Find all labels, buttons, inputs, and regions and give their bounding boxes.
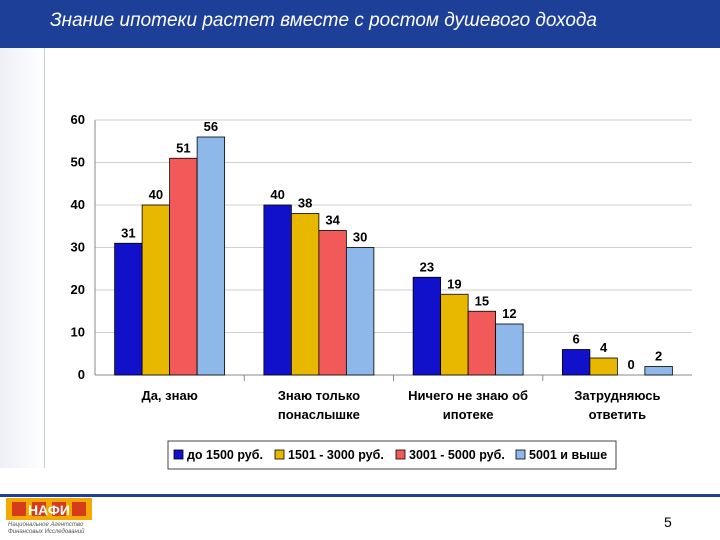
bar [467,310,497,376]
slide-title: Знание ипотеки растет вместе с ростом ду… [50,10,597,31]
data-label: 38 [298,196,312,211]
data-label: 15 [475,293,489,308]
title-bar [0,0,720,48]
legend-label: 5001 и выше [529,448,607,462]
data-label: 56 [204,119,218,134]
data-label: 31 [121,225,135,240]
data-label: 34 [325,213,340,228]
bar [169,157,198,376]
y-tick-label: 20 [71,282,85,297]
data-label: 4 [600,340,608,355]
bar [644,366,673,376]
x-tick-label: Да, знаю [141,388,197,403]
bar [263,204,292,376]
y-tick-label: 30 [71,240,85,255]
logo-text: НАФИ [28,502,70,518]
y-tick-label: 40 [71,197,85,212]
data-label: 12 [502,306,516,321]
x-tick-label: Знаю только [278,388,360,403]
y-tick-label: 50 [71,155,85,170]
bar [141,204,171,376]
bar [196,136,226,376]
legend-swatch [515,449,526,460]
legend-label: 3001 - 5000 руб. [409,448,505,462]
bar [114,242,143,376]
x-tick-label: Затрудняюсь [574,388,660,403]
x-tick-label: ответить [589,407,647,422]
y-tick-label: 60 [71,112,85,127]
data-label: 30 [353,230,367,245]
bar [440,293,469,376]
bar [561,349,591,376]
bar [345,247,375,376]
left-divider [44,48,45,468]
legend-swatch [395,449,406,460]
x-tick-label: ипотеке [443,407,494,422]
legend-label: 1501 - 3000 руб. [288,448,384,462]
x-tick-label: Ничего не знаю об [408,388,528,403]
data-label: 23 [420,259,434,274]
data-label: 2 [655,349,662,364]
left-decoration [0,48,46,468]
data-label: 40 [270,187,284,202]
bar [495,323,524,376]
data-label: 6 [573,332,580,347]
data-label: 51 [176,140,190,155]
x-tick-label: понаслышке [278,407,360,422]
data-label: 40 [149,187,163,202]
data-label: 19 [447,276,461,291]
y-tick-label: 10 [71,325,85,340]
data-label: 0 [628,357,635,372]
bar [589,357,618,376]
logo-caption: Национальное Агентство Финансовых Исслед… [8,522,85,536]
bar [290,213,320,376]
bar [412,276,442,376]
legend-swatch [173,449,184,460]
logo-caption-line-1: Национальное Агентство [8,522,84,528]
legend-label: до 1500 руб. [187,448,263,462]
bar [318,230,347,376]
y-tick-label: 0 [78,367,85,382]
page-number: 5 [664,514,672,530]
nafi-logo: НАФИ [6,498,92,520]
footer-line [0,494,720,497]
legend-box [167,440,617,470]
logo-caption-line-2: Финансовых Исследований [8,529,85,535]
legend-swatch [274,449,285,460]
